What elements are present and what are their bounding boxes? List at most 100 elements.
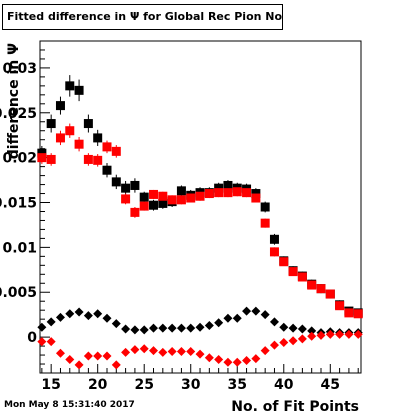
y-tick-label: 0.025 [0,106,37,122]
x-tick-label: 20 [88,377,108,393]
data-point-square [316,284,326,294]
data-point-diamond [149,346,159,356]
data-point-diamond [269,340,279,350]
y-axis-label: difference in Ψ [6,43,22,159]
data-point-square [269,247,279,257]
data-point-diamond [307,331,317,341]
data-point-diamond [195,322,205,332]
data-point-square [74,139,84,149]
data-point-square [102,142,112,152]
data-point-square [353,309,363,319]
data-point-diamond [260,346,270,356]
datestamp: Mon May 8 15:31:40 2017 [4,400,135,410]
data-point-square [186,193,196,203]
data-point-diamond [55,312,65,322]
data-point-diamond [251,306,261,316]
data-point-diamond [167,346,177,356]
data-point-diamond [223,357,233,367]
data-point-diamond [46,317,56,327]
data-point-diamond [121,347,131,357]
data-point-square [83,119,93,129]
x-tick-label: 25 [134,377,153,393]
data-point-diamond [74,307,84,317]
data-point-diamond [111,319,121,329]
data-point-diamond [242,306,252,316]
plot-frame [39,40,362,374]
data-point-diamond [214,318,224,328]
data-point-square [223,180,233,190]
data-point-square [149,200,159,210]
x-tick-label: 40 [274,377,294,393]
data-point-square [335,301,345,311]
data-point-square [223,188,233,198]
data-point-square [204,189,214,199]
data-point-diamond [269,317,279,327]
data-point-square [111,146,121,156]
data-point-diamond [242,355,252,365]
data-point-square [260,218,270,228]
data-point-square [176,195,186,205]
data-point-diamond [307,326,317,336]
data-point-square [65,126,75,136]
data-point-diamond [121,324,131,334]
data-point-square [55,133,65,143]
data-point-square [149,189,159,199]
y-tick-label: 0.005 [0,285,37,301]
data-point-square [139,201,149,211]
data-point-square [167,195,177,205]
x-tick-label: 30 [181,377,201,393]
data-point-square [83,154,93,164]
data-point-diamond [55,348,65,358]
data-point-diamond [251,354,261,364]
data-point-diamond [297,324,307,334]
data-point-diamond [139,344,149,354]
data-point-square [102,165,112,175]
data-point-square [176,186,186,196]
data-point-square [130,180,140,190]
data-point-diamond [167,323,177,333]
data-point-square [74,85,84,95]
data-point-diamond [102,313,112,323]
x-tick-label: 45 [321,377,340,393]
data-point-diamond [130,325,140,335]
data-point-diamond [204,320,214,330]
x-tick-label: 15 [41,377,60,393]
data-point-diamond [344,329,354,339]
data-point-square [195,191,205,201]
data-point-diamond [65,355,75,365]
data-point-diamond [279,337,289,347]
data-point-square [46,119,56,129]
data-point-diamond [195,349,205,359]
data-point-diamond [93,309,103,319]
data-point-square [260,202,270,212]
y-tick-label: 0.02 [2,151,37,167]
data-point-diamond [353,329,363,339]
data-point-diamond [186,323,196,333]
x-tick-label: 35 [228,377,247,393]
data-point-diamond [46,337,56,347]
data-point-square [307,280,317,290]
data-point-square [93,155,103,165]
data-point-square [297,272,307,282]
data-point-diamond [325,329,335,339]
data-point-square [37,153,47,163]
data-point-diamond [130,345,140,355]
data-point-diamond [214,355,224,365]
chart-title: Fitted difference in Ψ for Global Rec Pi… [2,4,283,30]
data-point-square [130,207,140,217]
data-point-diamond [176,323,186,333]
data-point-diamond [74,360,84,370]
data-point-diamond [204,353,214,363]
data-point-diamond [279,322,289,332]
y-tick-label: 0.015 [0,196,37,212]
data-point-diamond [288,336,298,346]
data-point-square [121,194,131,204]
data-point-square [214,188,224,198]
data-point-square [158,191,168,201]
data-point-diamond [288,323,298,333]
data-point-diamond [37,322,47,332]
data-point-diamond [232,313,242,323]
data-point-diamond [186,346,196,356]
data-point-square [344,308,354,318]
